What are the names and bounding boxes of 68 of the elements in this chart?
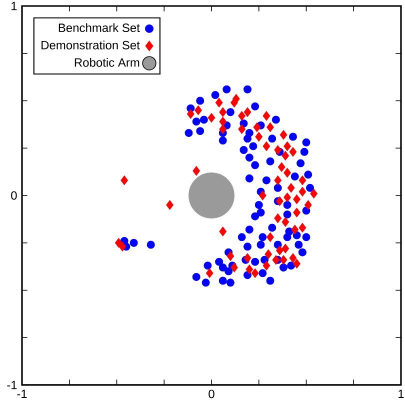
point [244, 253, 252, 263]
point [219, 124, 227, 134]
point [293, 208, 300, 218]
point [289, 253, 297, 263]
point [298, 176, 306, 186]
point [266, 232, 274, 242]
point [219, 226, 227, 236]
point [298, 186, 306, 197]
x-tick-label: 0 [208, 390, 214, 398]
point [274, 176, 282, 186]
point [278, 162, 286, 172]
point [238, 111, 246, 121]
point [215, 98, 223, 108]
point [255, 132, 263, 142]
point [166, 200, 174, 210]
point [293, 258, 300, 269]
point [298, 222, 306, 233]
point [208, 112, 216, 123]
point [226, 251, 234, 261]
point [219, 107, 227, 117]
point [253, 122, 261, 132]
point [310, 188, 318, 198]
y-tick-label: 0 [11, 191, 17, 200]
point [258, 190, 266, 200]
point [284, 192, 291, 202]
point [276, 246, 284, 256]
point [230, 262, 238, 272]
point [282, 217, 290, 227]
legend-label: Robotic Arm [74, 58, 140, 67]
x-tick-label: 1 [398, 390, 404, 398]
point [219, 116, 227, 126]
point [194, 105, 202, 116]
point [291, 224, 299, 234]
point [264, 249, 272, 260]
point [282, 244, 290, 254]
point [284, 168, 291, 178]
point [230, 98, 238, 108]
legend-label: Benchmark Set [58, 23, 140, 32]
point [280, 130, 288, 140]
point [186, 109, 194, 119]
point [293, 194, 300, 204]
point [114, 238, 122, 248]
point [276, 196, 284, 206]
point [246, 264, 254, 274]
point [262, 111, 270, 121]
point [274, 145, 282, 155]
point [274, 213, 282, 224]
point [289, 147, 297, 157]
point [118, 242, 126, 252]
y-tick-label: 1 [12, 2, 17, 10]
point [266, 122, 274, 132]
point [262, 260, 270, 270]
point [280, 255, 288, 265]
point [238, 124, 246, 134]
point [188, 172, 234, 218]
x-tick-label: -1 [17, 390, 27, 398]
point [262, 141, 270, 152]
point [284, 141, 291, 152]
point [282, 150, 290, 160]
point [120, 176, 128, 186]
point [287, 183, 295, 193]
point [244, 107, 252, 117]
point [251, 268, 259, 278]
point [304, 200, 312, 210]
point [206, 268, 214, 278]
legend-label: Demonstration Set [42, 40, 140, 50]
point [192, 166, 200, 176]
y-tick-label: -1 [7, 380, 17, 390]
